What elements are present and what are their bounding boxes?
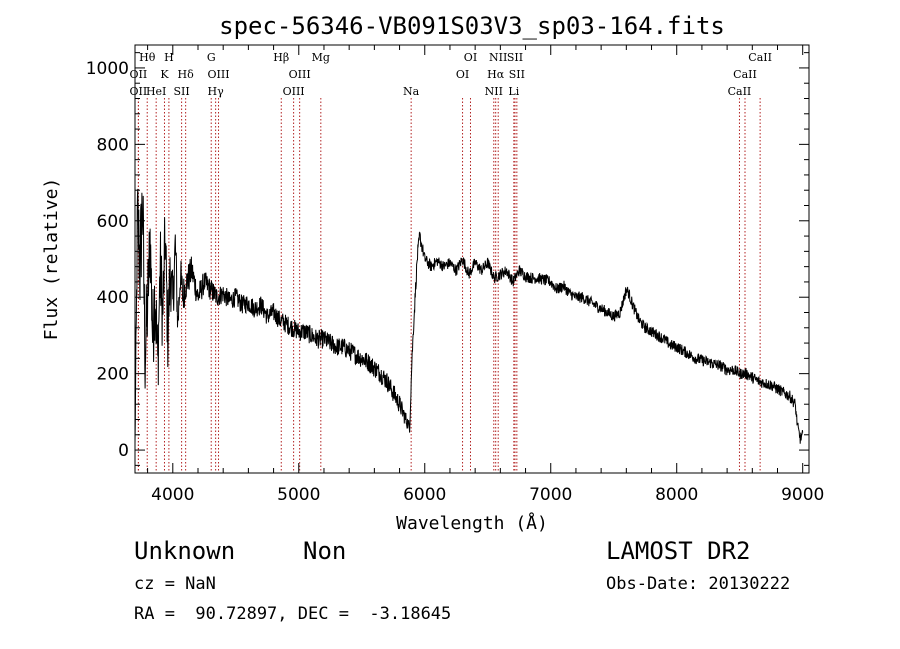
line-marker-label: Hθ xyxy=(139,51,156,64)
line-marker-label: NII xyxy=(485,85,503,98)
line-marker-label: OIII xyxy=(289,68,311,81)
line-marker-label: K xyxy=(160,68,169,81)
x-axis-label: Wavelength (Å) xyxy=(396,512,548,534)
y-tick-label: 1000 xyxy=(86,59,129,79)
line-marker-label: Mg xyxy=(312,51,330,64)
line-marker-label: SII xyxy=(507,51,523,64)
y-axis-ticks: 0 200 400 600 800 1000 xyxy=(86,52,809,466)
y-tick-label: 800 xyxy=(97,135,129,155)
line-marker-label: OI xyxy=(464,51,477,64)
line-marker-label: Li xyxy=(508,85,519,98)
ra-dec: RA = 90.72897, DEC = -3.18645 xyxy=(134,604,452,624)
x-tick-label: 6000 xyxy=(403,485,446,505)
line-marker-label: CaII xyxy=(748,51,772,64)
obs-date: Obs-Date: 20130222 xyxy=(606,574,791,594)
redshift-cz: cz = NaN xyxy=(134,574,216,594)
line-marker-label: CaII xyxy=(733,68,757,81)
line-marker-label: SII xyxy=(509,68,525,81)
object-subclass: Non xyxy=(303,537,347,565)
y-tick-label: 600 xyxy=(97,212,129,232)
object-class: Unknown xyxy=(134,537,236,565)
line-marker-label: Hα xyxy=(487,68,505,81)
line-marker-label: HeI xyxy=(146,85,166,98)
line-marker-label: Hβ xyxy=(273,51,289,64)
line-marker-label: Hδ xyxy=(178,68,195,81)
emission-line-markers xyxy=(137,98,761,473)
line-marker-label: OIII xyxy=(207,68,229,81)
line-marker-label: OII xyxy=(130,68,148,81)
x-axis-ticks: 4000 5000 6000 7000 8000 9000 xyxy=(147,45,824,505)
line-marker-label: SII xyxy=(173,85,189,98)
y-tick-label: 0 xyxy=(118,441,129,461)
line-marker-label: OII xyxy=(130,85,148,98)
plot-frame xyxy=(134,44,810,474)
y-axis-label: Flux (relative) xyxy=(41,178,62,341)
x-tick-label: 4000 xyxy=(151,485,194,505)
x-tick-label: 7000 xyxy=(529,485,572,505)
y-tick-label: 400 xyxy=(97,288,129,308)
line-marker-label: G xyxy=(207,51,216,64)
line-marker-label: CaII xyxy=(728,85,752,98)
survey-name: LAMOST DR2 xyxy=(606,537,751,565)
emission-line-labels: OIIOIIHθHeIKHSIIHδGHγOIIIHβOIIIOIIIMgNaO… xyxy=(130,51,772,98)
line-marker-label: Hγ xyxy=(208,85,225,98)
x-tick-label: 5000 xyxy=(277,485,320,505)
line-marker-label: H xyxy=(164,51,174,64)
line-marker-label: OIII xyxy=(283,85,305,98)
line-marker-label: NII xyxy=(489,51,507,64)
line-marker-label: Na xyxy=(403,85,420,98)
chart-title: spec-56346-VB091S03V3_sp03-164.fits xyxy=(219,12,725,40)
spectrum-line xyxy=(134,188,804,444)
line-marker-label: OI xyxy=(456,68,469,81)
x-tick-label: 9000 xyxy=(781,485,824,505)
x-tick-label: 8000 xyxy=(655,485,698,505)
y-tick-label: 200 xyxy=(97,365,129,385)
